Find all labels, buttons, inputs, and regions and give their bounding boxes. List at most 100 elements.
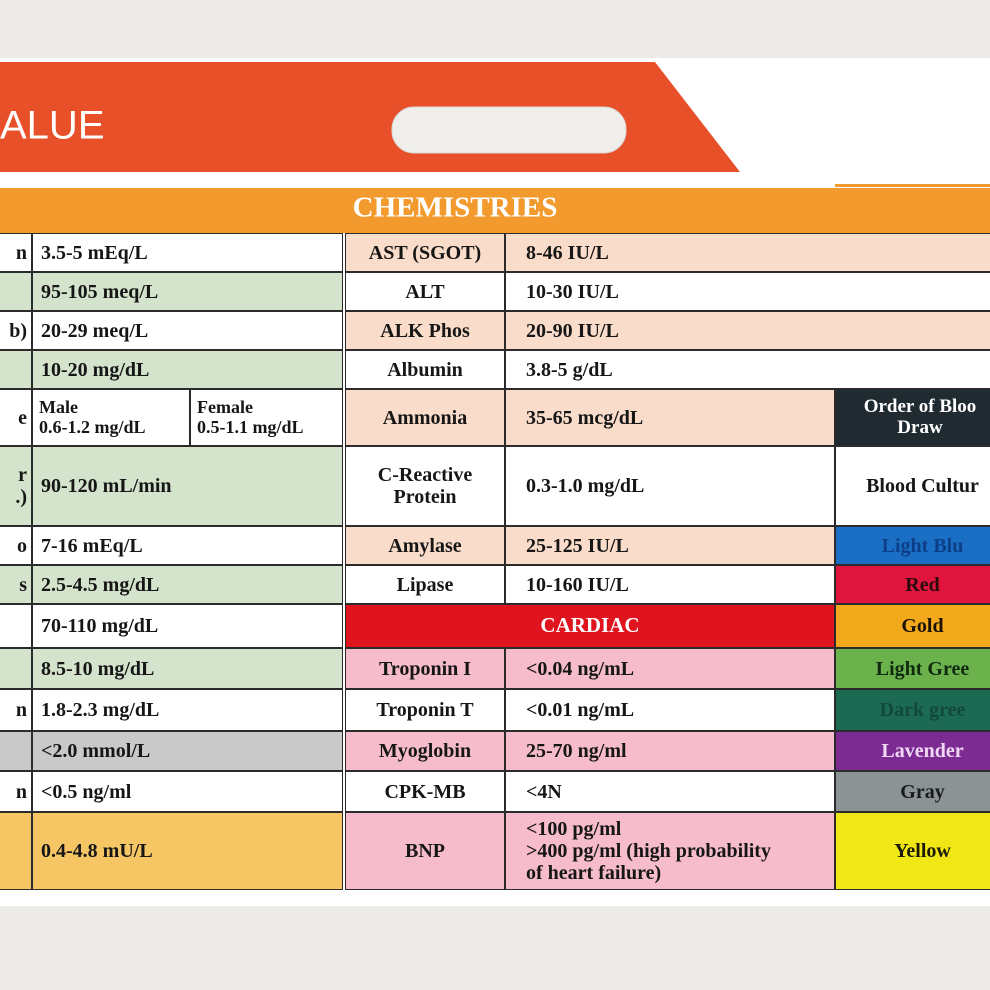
cell-text: 0.4-4.8 mU/L [41, 840, 153, 862]
accent-line [835, 184, 990, 187]
cell-text: 3.5-5 mEq/L [41, 241, 148, 264]
row-label: b) [0, 311, 32, 350]
tube-color: Light Blu [835, 526, 990, 565]
test-name: CPK-MB [345, 771, 505, 812]
test-name: BNP [345, 812, 505, 890]
row-label [0, 648, 32, 689]
cell-text: 95-105 meq/L [41, 280, 159, 303]
cell-text: 8.5-10 mg/dL [41, 657, 155, 680]
cell-text: 10-30 IU/L [526, 280, 619, 303]
test-name: Amylase [345, 526, 505, 565]
cell-text: 7-16 mEq/L [41, 534, 143, 557]
cell-text: Light Gree [875, 657, 970, 680]
cell-text: Amylase [388, 534, 462, 557]
row-value: <0.5 ng/ml [32, 771, 343, 812]
header-band [0, 62, 740, 172]
row-value: <2.0 mmol/L [32, 731, 343, 771]
tube-color: Blood Cultur [835, 446, 990, 526]
cell-text: Dark gree [879, 699, 966, 721]
test-range: 0.3-1.0 mg/dL [505, 446, 835, 526]
cell-text: <0.01 ng/mL [526, 699, 635, 721]
tube-color: Lavender [835, 731, 990, 771]
card-handle [391, 106, 627, 154]
test-name: Troponin I [345, 648, 505, 689]
cell-text: 90-120 mL/min [41, 475, 172, 497]
cell-text: e [18, 406, 27, 429]
tube-color: Yellow [835, 812, 990, 890]
test-name: AST (SGOT) [345, 233, 505, 272]
row-label [0, 272, 32, 311]
cell-text: 25-125 IU/L [526, 534, 629, 557]
cell-text: ALK Phos [380, 319, 470, 342]
test-range: <4N [505, 771, 835, 812]
cell-text: 10-20 mg/dL [41, 358, 150, 381]
cell-text: n [15, 699, 27, 721]
cell-text: 70-110 mg/dL [41, 615, 159, 637]
cell-text: Albumin [387, 358, 463, 381]
cell-text: >400 pg/ml (high probability [526, 840, 771, 862]
row-value: 2.5-4.5 mg/dL [32, 565, 343, 604]
tube-color: Gold [835, 604, 990, 648]
card-title: ALUE [0, 104, 105, 148]
cell-text: o [17, 534, 27, 557]
row-value: 8.5-10 mg/dL [32, 648, 343, 689]
test-name: Myoglobin [345, 731, 505, 771]
row-label: o [0, 526, 32, 565]
test-range: 25-125 IU/L [505, 526, 835, 565]
test-name: Troponin T [345, 689, 505, 731]
row-label [0, 812, 32, 890]
test-name: Ammonia [345, 389, 505, 446]
test-name: Lipase [345, 565, 505, 604]
cell-text: 3.8-5 g/dL [526, 358, 613, 381]
cell-text: <0.04 ng/mL [526, 657, 635, 680]
row-value: 95-105 meq/L [32, 272, 343, 311]
cell-text: CPK-MB [384, 780, 466, 803]
cell-text: 0.3-1.0 mg/dL [526, 475, 645, 497]
cell-text: 0.6-1.2 mg/dL [39, 417, 146, 437]
cell-text: Draw [897, 417, 943, 438]
tube-color: Gray [835, 771, 990, 812]
sex-range: Female 0.5-1.1 mg/dL [190, 389, 343, 446]
row-value: 70-110 mg/dL [32, 604, 343, 648]
row-label: s [0, 565, 32, 604]
test-range: 10-160 IU/L [505, 565, 835, 604]
cell-text: Blood Cultur [866, 475, 979, 497]
cell-text: Lipase [396, 573, 454, 596]
row-value: 90-120 mL/min [32, 446, 343, 526]
row-label: n [0, 233, 32, 272]
cell-text: 0.5-1.1 mg/dL [197, 417, 304, 437]
cell-text: BNP [405, 840, 445, 862]
test-range: 3.8-5 g/dL [505, 350, 990, 389]
tube-color: Red [835, 565, 990, 604]
row-label: n [0, 771, 32, 812]
row-label: n [0, 689, 32, 731]
cell-text: Yellow [894, 840, 951, 862]
row-label [0, 350, 32, 389]
section-title: CHEMISTRIES [353, 192, 558, 224]
cell-text: Male [39, 397, 78, 417]
cell-text: 20-90 IU/L [526, 319, 619, 342]
cell-text: Light Blu [881, 534, 964, 557]
cell-text: Protein [393, 486, 457, 508]
cell-text: n [15, 241, 27, 264]
cell-text: Female [197, 397, 253, 417]
cell-text: Myoglobin [378, 740, 472, 762]
row-value: 3.5-5 mEq/L [32, 233, 343, 272]
cell-text: 25-70 ng/ml [526, 740, 627, 762]
test-range: <100 pg/ml >400 pg/ml (high probability of… [505, 812, 835, 890]
row-value: 10-20 mg/dL [32, 350, 343, 389]
row-label: r.) [0, 446, 32, 526]
cell-text: 10-160 IU/L [526, 573, 629, 596]
tube-color: Light Gree [835, 648, 990, 689]
cell-text: Gold [901, 615, 944, 637]
test-name: ALK Phos [345, 311, 505, 350]
test-range: <0.01 ng/mL [505, 689, 835, 731]
cell-text: .) [15, 486, 27, 508]
test-range: 8-46 IU/L [505, 233, 990, 272]
cell-text: ALT [405, 280, 445, 303]
cell-text: n [15, 780, 27, 803]
test-range: 10-30 IU/L [505, 272, 990, 311]
cell-text: b) [9, 319, 27, 342]
row-value: 1.8-2.3 mg/dL [32, 689, 343, 731]
